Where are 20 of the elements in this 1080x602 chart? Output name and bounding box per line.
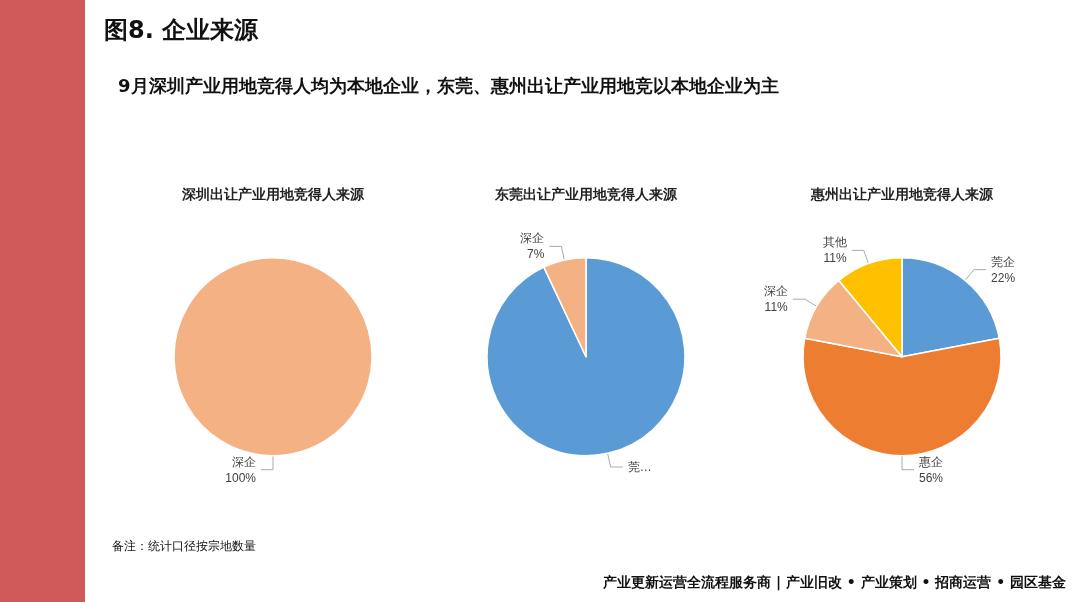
slice-label: 莞… xyxy=(627,459,652,474)
text: 9月深圳产业用地竞得人均为本地企业，东莞、惠州出让产业用地竞以本地企业为主 xyxy=(118,74,779,98)
slice-label: 莞企 xyxy=(991,254,1016,269)
data-label: 7% xyxy=(527,247,545,262)
text: 备注：统计口径按宗地数量 xyxy=(112,538,256,555)
chart-title: 深圳出让产业用地竞得人来源 xyxy=(181,186,365,202)
slice-label: 其他 xyxy=(822,235,847,250)
data-label: 56% xyxy=(919,470,944,485)
caption: 图8. 企业来源 xyxy=(104,15,259,46)
data-label: 11% xyxy=(764,300,789,315)
chart-title: 东莞出让产业用地竞得人来源 xyxy=(494,186,678,202)
slice-label: 惠企 xyxy=(918,454,943,469)
data-label: 22% xyxy=(991,270,1016,285)
text: 产业更新运营全流程服务商 | 产业旧改 • 产业策划 • 招商运营 • 园区基金 xyxy=(603,574,1066,592)
slice-label: 深企 xyxy=(232,454,256,469)
slice-label: 深企 xyxy=(763,284,788,299)
data-label: 100% xyxy=(225,470,257,485)
chart-title: 惠州出让产业用地竞得人来源 xyxy=(810,186,994,202)
data-label: 11% xyxy=(823,251,848,266)
slice-label: 深企 xyxy=(520,231,545,246)
